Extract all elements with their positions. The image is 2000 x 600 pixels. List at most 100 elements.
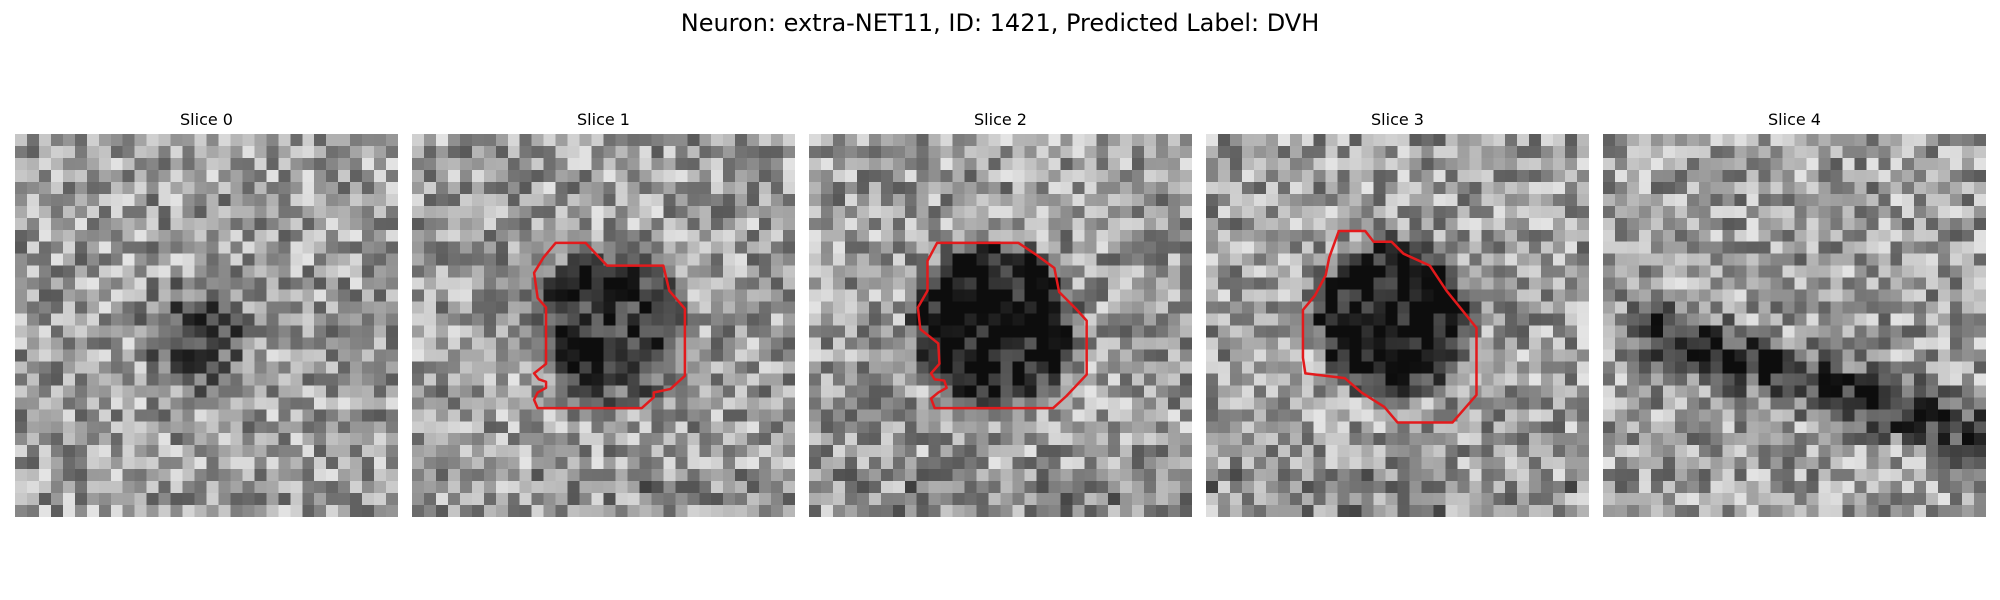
pixel <box>940 289 953 302</box>
pixel <box>723 181 736 195</box>
pixel <box>1168 457 1181 470</box>
pixel <box>182 265 195 278</box>
pixel <box>38 361 52 374</box>
pixel <box>1337 469 1350 482</box>
pixel <box>1036 277 1049 290</box>
pixel <box>447 241 461 254</box>
pixel <box>26 349 40 362</box>
pixel <box>1000 505 1013 517</box>
pixel <box>809 457 822 470</box>
pixel <box>471 481 485 494</box>
pixel <box>170 253 183 266</box>
pixel <box>62 157 76 171</box>
pixel <box>1180 457 1192 470</box>
pixel <box>759 505 772 517</box>
pixel <box>868 277 882 290</box>
pixel <box>182 409 195 422</box>
pixel <box>651 217 664 230</box>
pixel <box>362 145 375 159</box>
pixel <box>1782 277 1795 290</box>
pixel <box>711 481 724 494</box>
pixel <box>1120 505 1133 517</box>
pixel <box>302 277 315 290</box>
pixel <box>1950 373 1963 386</box>
pixel <box>1926 313 1939 326</box>
pixel <box>1409 134 1422 147</box>
pixel <box>675 181 688 195</box>
pixel <box>122 277 135 290</box>
pixel <box>1012 361 1025 374</box>
pixel <box>507 325 520 338</box>
pixel <box>1409 205 1422 219</box>
pixel <box>543 397 556 410</box>
pixel <box>904 145 917 159</box>
pixel <box>1421 205 1434 219</box>
pixel <box>170 205 183 219</box>
pixel <box>928 181 941 195</box>
pixel <box>158 217 171 230</box>
pixel <box>952 433 965 446</box>
pixel <box>1806 205 1819 219</box>
pixel <box>242 325 255 338</box>
pixel <box>1818 385 1831 398</box>
pixel <box>182 445 195 458</box>
pixel <box>988 385 1001 398</box>
pixel <box>1866 421 1879 434</box>
pixel <box>1084 265 1097 278</box>
pixel <box>952 469 965 482</box>
pixel <box>386 385 398 398</box>
pixel <box>1686 277 1699 290</box>
pixel <box>543 217 556 230</box>
pixel <box>386 421 398 434</box>
pixel <box>1373 337 1386 350</box>
pixel <box>1734 301 1747 314</box>
pixel <box>74 385 88 398</box>
pixel <box>627 181 640 195</box>
pixel <box>1794 277 1807 290</box>
pixel <box>603 253 616 266</box>
pixel <box>1734 134 1747 147</box>
pixel <box>1241 373 1255 386</box>
pixel <box>1854 145 1867 159</box>
segmentation-outline <box>1303 231 1477 423</box>
pixel <box>1241 157 1255 171</box>
pixel <box>1722 277 1735 290</box>
pixel <box>976 385 989 398</box>
pixel <box>1890 193 1903 207</box>
pixel <box>711 241 724 254</box>
pixel <box>1902 313 1915 326</box>
pixel <box>1974 301 1986 314</box>
pixel <box>567 493 580 506</box>
pixel <box>964 373 977 386</box>
pixel <box>1650 169 1664 183</box>
pixel <box>1421 397 1434 410</box>
pixel <box>952 169 965 183</box>
pixel <box>1638 361 1652 374</box>
pixel <box>868 469 882 482</box>
pixel <box>1505 134 1518 147</box>
pixel <box>1529 229 1542 242</box>
pixel <box>74 505 88 517</box>
pixel <box>483 229 497 242</box>
pixel <box>1962 385 1975 398</box>
pixel <box>1096 469 1109 482</box>
pixel <box>1024 181 1037 195</box>
pixel <box>1361 373 1374 386</box>
pixel <box>1373 157 1386 171</box>
pixel <box>122 145 135 159</box>
pixel <box>856 157 870 171</box>
pixel <box>1517 457 1530 470</box>
pixel <box>1229 349 1243 362</box>
pixel <box>880 349 894 362</box>
pixel <box>579 145 592 159</box>
pixel <box>1614 445 1628 458</box>
pixel <box>146 457 159 470</box>
pixel <box>880 361 894 374</box>
pixel <box>1229 301 1243 314</box>
pixel <box>663 313 676 326</box>
pixel <box>495 205 508 219</box>
pixel <box>314 493 327 506</box>
pixel <box>1180 373 1192 386</box>
pixel <box>952 289 965 302</box>
pixel <box>471 193 485 207</box>
